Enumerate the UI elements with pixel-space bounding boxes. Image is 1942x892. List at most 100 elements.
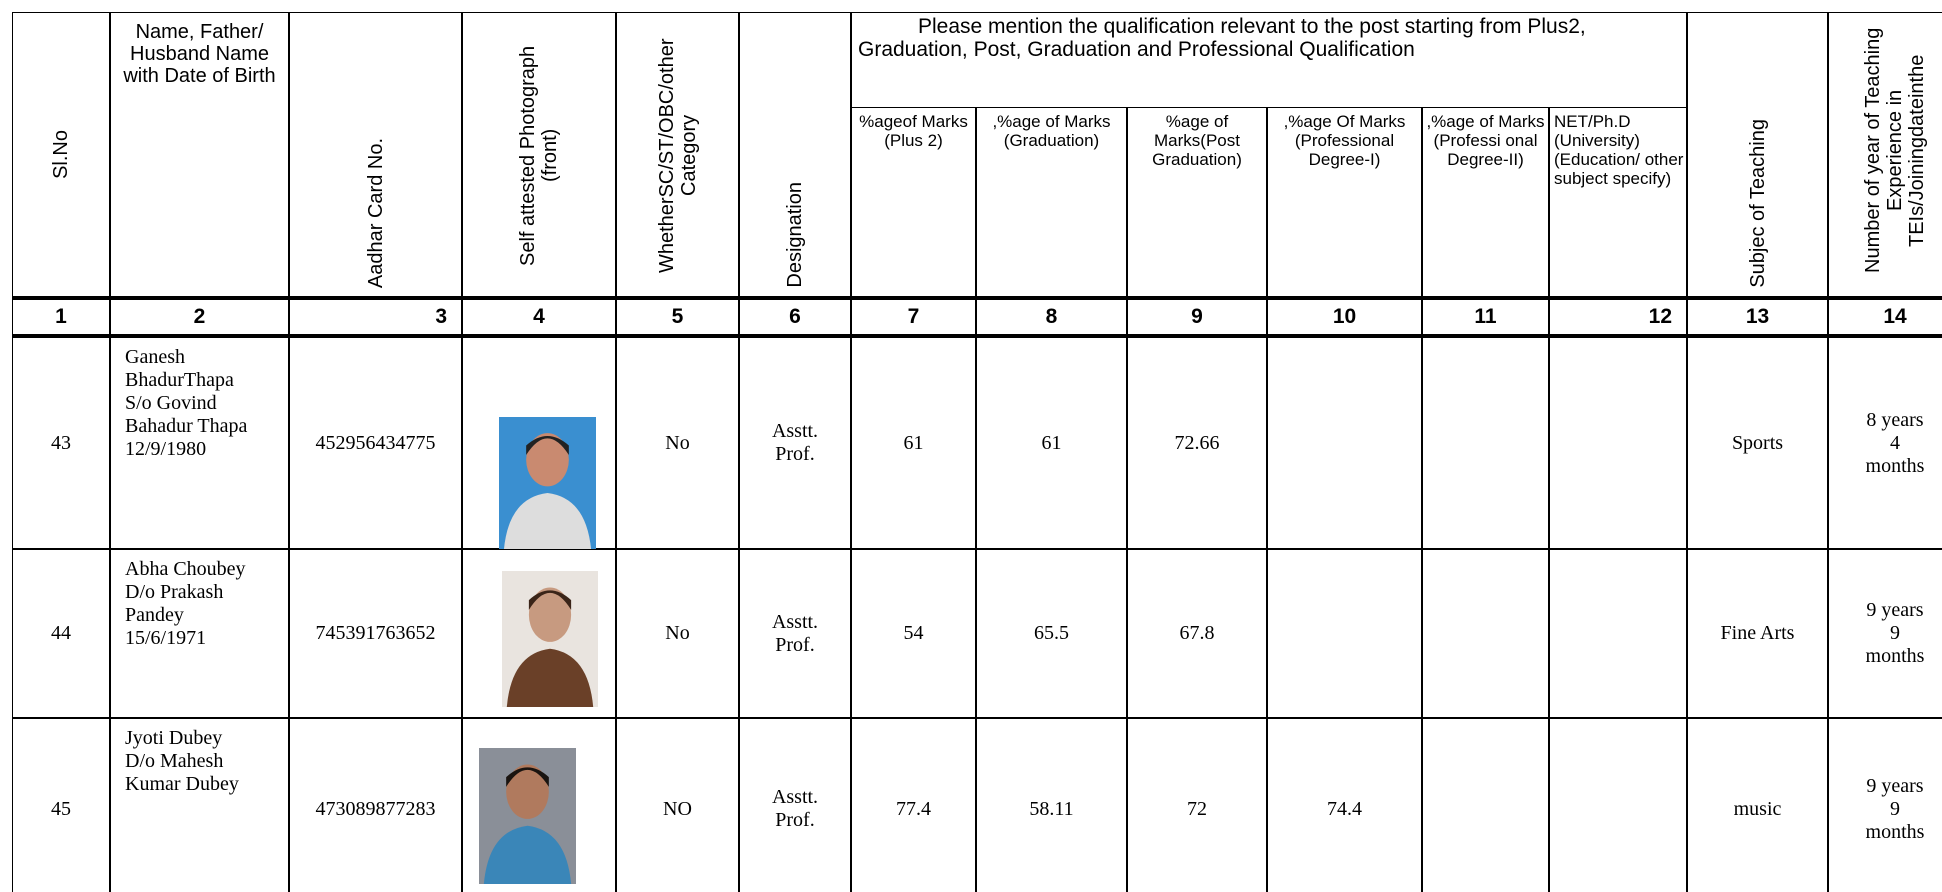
column-number: 4: [462, 297, 616, 337]
column-header: Sl.No: [12, 12, 110, 297]
column-header: ,%age of Marks (Graduation): [976, 107, 1127, 297]
column-number: 9: [1127, 297, 1267, 337]
cell-lines: Asstt. Prof.: [772, 786, 818, 832]
cell-text: NO: [663, 797, 692, 820]
cell-line: Asstt.: [771, 610, 819, 633]
cell-designation: Asstt. Prof.: [739, 549, 851, 718]
cell-line: Asstt.: [771, 420, 819, 442]
photo-portrait: [503, 433, 592, 550]
group-header: Please mention the qualification relevan…: [851, 12, 1687, 108]
cell-subject: music: [1687, 718, 1828, 892]
cell-line: Pandey: [125, 604, 184, 626]
column-header: %age of Marks(Post Graduation): [1127, 107, 1267, 297]
cell-line: D/o Mahesh: [125, 750, 224, 772]
cell-prof2: [1422, 337, 1549, 549]
cell-text: No: [665, 431, 690, 454]
column-number: 14: [1828, 297, 1942, 337]
cell-text: 61: [903, 431, 924, 454]
cell-text: 74.4: [1327, 797, 1362, 820]
cell-line: Kumar Dubey: [125, 773, 239, 795]
column-header: ,%age of Marks (Professi onal Degree-II): [1422, 107, 1549, 297]
column-number: 13: [1687, 297, 1828, 337]
column-number: 5: [616, 297, 739, 337]
cell-prof2: [1422, 549, 1549, 718]
column-header: %ageof Marks (Plus 2): [851, 107, 976, 297]
cell-line: months: [1865, 820, 1925, 843]
column-number: 6: [739, 297, 851, 337]
cell-aadhar: 452956434775: [289, 337, 462, 549]
cell-line: Asstt.: [771, 786, 819, 808]
cell-line: 15/6/1971: [125, 627, 207, 649]
column-header-text: ,%age of Marks (Professi onal Degree-II): [1426, 112, 1545, 170]
column-header-text: Self attested Photograph (front): [517, 45, 561, 266]
cell-text: 61: [1041, 431, 1062, 454]
column-header-text: Subjec of Teaching: [1746, 119, 1769, 288]
cell-lines: 9 years 9 months: [1866, 775, 1925, 844]
cell-lines: 8 years 4 months: [1866, 409, 1925, 478]
cell-plus2: 61: [851, 337, 976, 549]
cell-text: 65.5: [1034, 622, 1069, 644]
column-header-text: Aadhar Card No.: [364, 137, 387, 288]
photo: [479, 748, 576, 884]
cell-line: Jyoti Dubey: [125, 727, 223, 749]
cell-designation: Asstt. Prof.: [739, 718, 851, 892]
cell-line: Bahadur Thapa: [125, 415, 248, 437]
photo-portrait: [506, 587, 594, 707]
cell-post-graduation: 72.66: [1127, 337, 1267, 549]
cell-lines: Jyoti Dubey D/o Mahesh Kumar Dubey: [125, 727, 239, 796]
cell-text: 72.66: [1174, 431, 1220, 454]
column-header: Designation: [739, 12, 851, 297]
cell-text: Sports: [1731, 431, 1784, 454]
cell-lines: Asstt. Prof.: [772, 420, 818, 466]
column-number: 1: [12, 297, 110, 337]
cell-experience: 9 years 9 months: [1828, 549, 1942, 718]
cell-line: 9 years: [1866, 774, 1924, 797]
cell-subject: Fine Arts: [1687, 549, 1828, 718]
cell-line: Prof.: [775, 443, 815, 465]
cell-lines: Abha Choubey D/o Prakash Pandey 15/6/1971: [125, 558, 246, 650]
column-header-text: Sl.No: [50, 130, 72, 179]
column-header: NET/Ph.D (University) (Education/ other …: [1549, 107, 1687, 297]
column-header-text: ,%age of Marks (Graduation): [992, 112, 1111, 151]
cell-plus2: 54: [851, 549, 976, 718]
cell-graduation: 58.11: [976, 718, 1127, 892]
cell-lines: Asstt. Prof.: [772, 611, 818, 657]
cell-line: 12/9/1980: [125, 438, 207, 460]
cell-text: 745391763652: [315, 622, 436, 644]
cell-prof1: 74.4: [1267, 718, 1422, 892]
cell-net: [1549, 337, 1687, 549]
column-header-text: ,%age Of Marks (Professional Degree-I): [1283, 112, 1406, 170]
column-header: WhetherSC/ST/OBC/other Category: [616, 12, 739, 297]
column-header-text: Name, Father/ Husband Name with Date of …: [123, 21, 276, 87]
cell-line: Ganesh: [125, 346, 185, 368]
cell-sl: 44: [12, 549, 110, 718]
cell-line: 9: [1890, 797, 1900, 820]
column-number: 7: [851, 297, 976, 337]
cell-graduation: 65.5: [976, 549, 1127, 718]
cell-aadhar: 745391763652: [289, 549, 462, 718]
cell-experience: 8 years 4 months: [1828, 337, 1942, 549]
cell-line: 9: [1890, 622, 1900, 644]
cell-line: BhadurThapa: [125, 369, 234, 391]
cell-name: Ganesh BhadurThapa S/o Govind Bahadur Thapa…: [110, 337, 289, 549]
column-header-text: %ageof Marks (Plus 2): [859, 112, 968, 151]
column-header-text: WhetherSC/ST/OBC/other Category: [655, 38, 700, 273]
photo-portrait: [483, 764, 572, 884]
column-number: 2: [110, 297, 289, 337]
cell-text: 77.4: [896, 797, 931, 820]
column-number: 3: [289, 297, 462, 337]
cell-text: Fine Arts: [1720, 622, 1795, 644]
cell-graduation: 61: [976, 337, 1127, 549]
column-header: Self attested Photograph (front): [462, 12, 616, 297]
cell-line: S/o Govind: [125, 392, 217, 414]
cell-prof1: [1267, 337, 1422, 549]
cell-line: months: [1865, 645, 1925, 667]
cell-text: 45: [51, 797, 71, 820]
cell-line: Prof.: [775, 809, 815, 831]
photo-cell: [462, 718, 616, 892]
cell-sl: 45: [12, 718, 110, 892]
column-number: 12: [1549, 297, 1687, 337]
cell-experience: 9 years 9 months: [1828, 718, 1942, 892]
cell-text: 452956434775: [315, 431, 436, 454]
cell-category: No: [616, 549, 739, 718]
